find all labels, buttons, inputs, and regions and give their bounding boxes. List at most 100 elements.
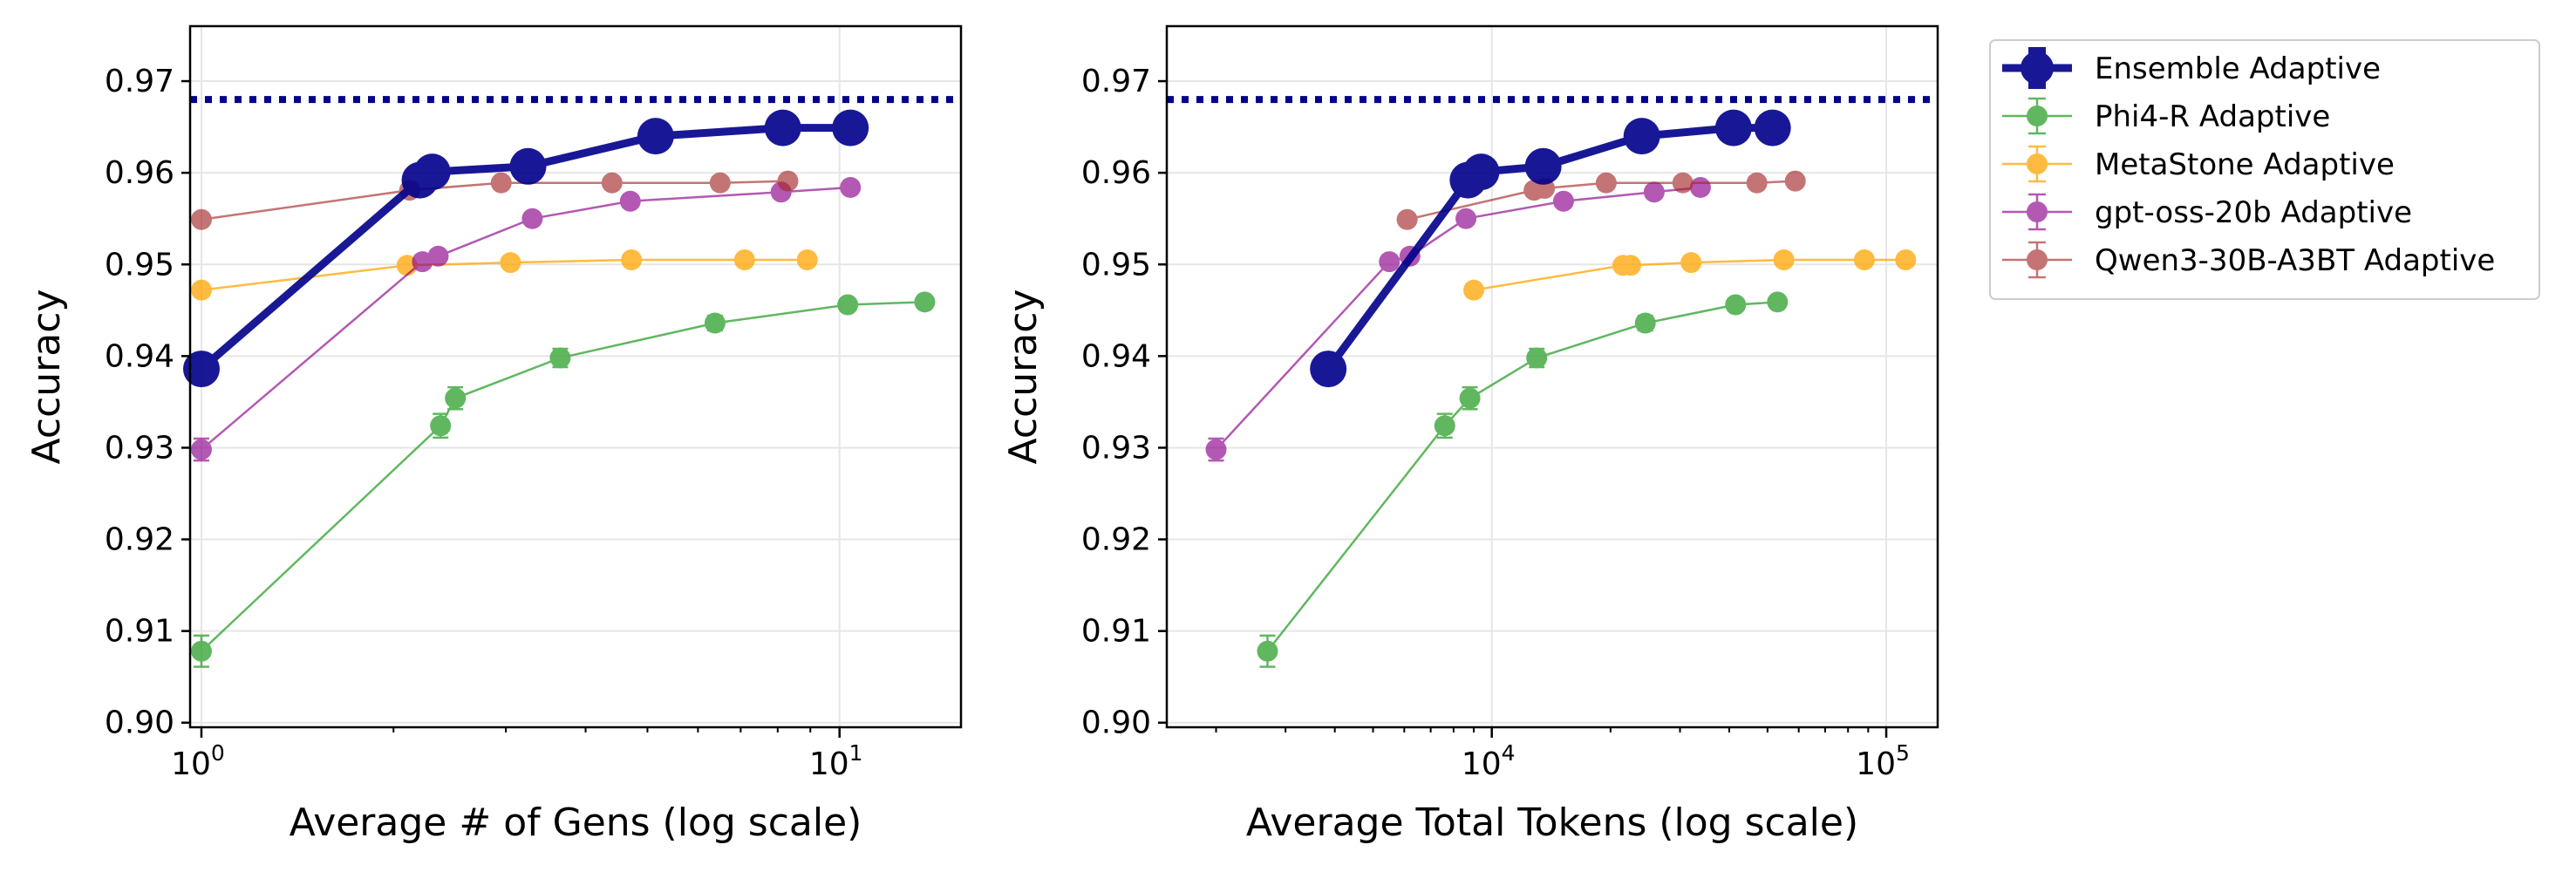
- gens-point-qwen3-30b-a3bt-adaptive-3: [601, 172, 623, 194]
- tokens-point-gpt-oss-20b-adaptive-3: [1455, 208, 1477, 229]
- gens-point-ensemble-adaptive-2: [413, 153, 451, 191]
- tokens-axes: 0.90 0.91 0.92 0.93 0.94 0.95 0.96 0.97 104 105: [1081, 24, 1939, 782]
- gens-ytick-label-0.97: 0.97: [105, 64, 174, 99]
- tokens-point-metastone-adaptive-5: [1853, 249, 1875, 270]
- tokens-y-axis-label: Accuracy: [1001, 290, 1046, 465]
- tokens-point-qwen3-30b-a3bt-adaptive-6: [1784, 170, 1806, 192]
- gens-ytick-label-0.95: 0.95: [105, 247, 174, 283]
- tokens-point-metastone-adaptive-6: [1895, 249, 1917, 270]
- legend-entry-gpt-oss: gpt-oss-20b Adaptive: [2002, 193, 2412, 231]
- tokens-x-axis-label: Average Total Tokens (log scale): [1246, 800, 1858, 845]
- gens-x-axis-label: Average # of Gens (log scale): [290, 800, 862, 845]
- gens-axes: 0.90 0.91 0.92 0.93 0.94 0.95 0.96 0.97 100 101: [105, 24, 963, 782]
- gens-axes-frame: [188, 24, 963, 729]
- gens-xtick-label-0: 100: [171, 740, 225, 782]
- tokens-ytick-label-0.95: 0.95: [1081, 247, 1151, 283]
- tokens-point-qwen3-30b-a3bt-adaptive-5: [1746, 172, 1768, 194]
- gens-point-phi4-r-adaptive-2: [445, 387, 467, 409]
- gens-point-phi4-r-adaptive-5: [837, 294, 859, 316]
- legend-marker-gpt-oss-20b-adaptive: [2027, 201, 2048, 222]
- tokens-ytick-label-0.94: 0.94: [1081, 338, 1151, 374]
- gens-series: [182, 109, 936, 668]
- tokens-point-ensemble-adaptive-6: [1754, 109, 1791, 146]
- gens-point-qwen3-30b-a3bt-adaptive-4: [709, 172, 731, 194]
- tokens-point-phi4-r-adaptive-5: [1725, 294, 1747, 316]
- tokens-point-ensemble-adaptive-2: [1462, 153, 1500, 191]
- tokens-point-gpt-oss-20b-adaptive-4: [1552, 190, 1574, 212]
- tokens-series-qwen3-30b-a3bt-adaptive: [1396, 170, 1806, 230]
- legend-swatch-metastone: [2002, 145, 2072, 183]
- tokens-point-ensemble-adaptive-3: [1524, 147, 1562, 185]
- gens-point-qwen3-30b-a3bt-adaptive-0: [190, 208, 212, 230]
- tokens-point-gpt-oss-20b-adaptive-0: [1205, 439, 1227, 460]
- gens-line-qwen3-30b-a3bt-adaptive: [201, 180, 788, 221]
- tokens-point-qwen3-30b-a3bt-adaptive-0: [1396, 208, 1418, 230]
- tokens-point-phi4-r-adaptive-4: [1634, 312, 1656, 334]
- gens-point-ensemble-adaptive-0: [182, 351, 220, 388]
- tokens-point-phi4-r-adaptive-0: [1257, 640, 1278, 662]
- gens-series-phi4-r-adaptive: [190, 291, 936, 668]
- gens-point-metastone-adaptive-5: [796, 249, 818, 270]
- tokens-point-metastone-adaptive-0: [1462, 279, 1484, 301]
- tokens-point-qwen3-30b-a3bt-adaptive-4: [1672, 172, 1693, 194]
- tokens-point-phi4-r-adaptive-1: [1434, 415, 1455, 437]
- tokens-ytick-label-0.90: 0.90: [1081, 705, 1151, 741]
- legend: Ensemble Adaptive Phi4-R Adaptive MetaSt…: [1989, 39, 2540, 300]
- tokens-ytick-label-0.97: 0.97: [1081, 64, 1151, 99]
- tokens-series-phi4-r-adaptive: [1257, 291, 1789, 668]
- gens-point-metastone-adaptive-4: [733, 249, 755, 270]
- tokens-point-ensemble-adaptive-5: [1714, 109, 1752, 146]
- legend-entry-ensemble: Ensemble Adaptive: [2002, 47, 2381, 89]
- legend-label-gpt-oss: gpt-oss-20b Adaptive: [2095, 195, 2412, 230]
- gens-ytick-label-0.96: 0.96: [105, 155, 174, 191]
- gens-point-ensemble-adaptive-4: [637, 118, 674, 155]
- tokens-series: [1205, 109, 1917, 668]
- tokens-point-gpt-oss-20b-adaptive-5: [1643, 181, 1665, 203]
- gens-point-qwen3-30b-a3bt-adaptive-5: [777, 170, 799, 192]
- legend-swatch-phi4: [2002, 97, 2072, 135]
- gens-point-ensemble-adaptive-6: [832, 109, 869, 146]
- tokens-series-ensemble-adaptive: [1310, 109, 1791, 388]
- tokens-axes-frame: [1165, 24, 1939, 729]
- gens-point-qwen3-30b-a3bt-adaptive-2: [490, 172, 512, 194]
- gens-point-phi4-r-adaptive-0: [190, 640, 212, 662]
- tokens-ytick-label-0.91: 0.91: [1081, 614, 1151, 650]
- gens-point-phi4-r-adaptive-6: [914, 291, 936, 313]
- gens-point-phi4-r-adaptive-1: [430, 415, 452, 437]
- gens-xtick-label-1: 101: [809, 740, 863, 782]
- chart-gens: 0.90 0.91 0.92 0.93 0.94 0.95 0.96 0.97 100 101 A…: [24, 24, 963, 845]
- legend-label-phi4: Phi4-R Adaptive: [2095, 99, 2330, 134]
- legend-marker-qwen3-30b-a3bt-adaptive: [2027, 249, 2048, 270]
- legend-swatch-gpt-oss: [2002, 193, 2072, 231]
- tokens-xtick-label-4: 104: [1462, 740, 1516, 782]
- tokens-point-phi4-r-adaptive-3: [1526, 347, 1548, 369]
- gens-point-gpt-oss-20b-adaptive-4: [619, 190, 641, 212]
- gens-point-phi4-r-adaptive-4: [704, 312, 726, 334]
- gens-ytick-label-0.91: 0.91: [105, 614, 174, 650]
- gens-ytick-label-0.94: 0.94: [105, 338, 174, 374]
- legend-swatch-ensemble: [2002, 47, 2072, 89]
- tokens-point-metastone-adaptive-4: [1773, 249, 1795, 270]
- gens-point-gpt-oss-20b-adaptive-6: [840, 176, 862, 198]
- gens-point-ensemble-adaptive-3: [509, 147, 547, 185]
- gens-point-metastone-adaptive-3: [621, 249, 643, 270]
- gens-point-gpt-oss-20b-adaptive-2: [427, 245, 449, 267]
- gens-point-gpt-oss-20b-adaptive-3: [521, 208, 543, 229]
- gens-ytick-label-0.90: 0.90: [105, 705, 174, 741]
- gens-point-metastone-adaptive-0: [190, 279, 212, 301]
- legend-label-ensemble: Ensemble Adaptive: [2095, 51, 2381, 86]
- legend-marker-ensemble-adaptive: [2021, 51, 2054, 85]
- gens-series-metastone-adaptive: [190, 249, 818, 301]
- gens-point-metastone-adaptive-2: [500, 252, 521, 274]
- gens-ytick-label-0.93: 0.93: [105, 430, 174, 466]
- gens-point-phi4-r-adaptive-3: [549, 347, 571, 369]
- legend-label-qwen3: Qwen3-30B-A3BT Adaptive: [2095, 243, 2495, 278]
- tokens-point-metastone-adaptive-2: [1620, 255, 1642, 276]
- legend-marker-metastone-adaptive: [2027, 153, 2048, 174]
- legend-entry-phi4: Phi4-R Adaptive: [2002, 97, 2330, 135]
- chart-tokens: 0.90 0.91 0.92 0.93 0.94 0.95 0.96 0.97 104 105 A…: [1001, 24, 1939, 845]
- legend-frame: [1989, 39, 2540, 300]
- gens-point-ensemble-adaptive-5: [764, 109, 801, 146]
- legend-marker-phi4-r-adaptive: [2027, 106, 2048, 126]
